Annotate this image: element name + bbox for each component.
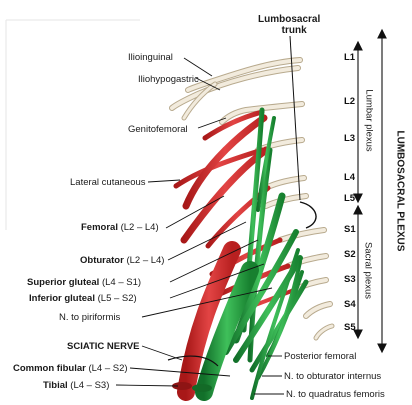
red-nerves [173, 109, 296, 401]
label-inferior-gluteal-name: Inferior gluteal [29, 293, 95, 304]
segment-l1: L1 [344, 52, 356, 63]
segment-s3: S3 [344, 274, 356, 285]
leader-sciatic [141, 345, 183, 361]
label-tibial-name: Tibial [43, 380, 68, 391]
label-obturator-internus: N. to obturator internus [284, 371, 382, 382]
label-inferior-gluteal: Inferior gluteal (L5 – S2) [29, 293, 137, 304]
green-s1-branch [223, 229, 299, 355]
leader-superior-gluteal [169, 239, 259, 283]
common-fibular-trunk [195, 261, 259, 401]
leader-obturator [167, 221, 247, 261]
label-iliohypogastric: Iliohypogastric [138, 74, 199, 85]
leader-inferior-gluteal [169, 263, 265, 299]
lumbosacral-trunk-pointer [289, 35, 301, 201]
lumbosacral-trunk-title-line2: trunk [281, 25, 307, 36]
lumbosacral-plexus-label: LUMBOSACRAL PLEXUS [394, 130, 406, 252]
label-obturator-name: Obturator [80, 255, 124, 266]
obturator-internus-nerve [256, 270, 304, 380]
leader-ilioinguinal [183, 57, 213, 77]
label-femoral: Femoral (L2 – L4) [81, 222, 159, 233]
segment-s5: S5 [344, 322, 356, 333]
label-quadratus-femoris: N. to quadratus femoris [286, 389, 385, 400]
leader-tibial [115, 384, 179, 387]
red-trunk-tibial [177, 241, 241, 401]
label-tibial: Tibial (L4 – S3) [43, 380, 109, 391]
label-piriformis: N. to piriformis [59, 312, 121, 323]
iliohypogastric-branch-fill [182, 82, 217, 120]
leader-iliohypogastric [195, 77, 221, 91]
lumbar-plexus-arrow [353, 40, 363, 204]
leader-femoral [165, 195, 225, 229]
segment-l2: L2 [344, 96, 356, 107]
leader-lines [115, 57, 284, 395]
fibular-cut-end [192, 384, 212, 392]
s1-root-fill [278, 228, 326, 242]
label-obturator: Obturator (L2 – L4) [80, 255, 164, 266]
segment-l5: L5 [344, 193, 356, 204]
s2-root-fill [286, 254, 328, 268]
label-tibial-roots: (L4 – S3) [67, 380, 110, 391]
segment-l4: L4 [344, 172, 356, 183]
femoral-nerve-upper [182, 114, 268, 210]
label-sciatic: SCIATIC NERVE [67, 341, 140, 352]
s4-root-fill [304, 302, 332, 318]
leader-piriformis [141, 287, 273, 318]
tibial-cut-end [172, 382, 192, 390]
quadratus-femoris-nerve [250, 248, 300, 400]
green-nerves [195, 107, 309, 401]
label-common-fibular: Common fibular (L4 – S2) [13, 363, 128, 374]
lumbar-plexus-label: Lumbar plexus [363, 89, 375, 152]
label-genitofemoral: Genitofemoral [128, 124, 188, 135]
segment-s2: S2 [344, 249, 356, 260]
l2-root-fill [220, 102, 304, 124]
lumbosacral-trunk-title-line1: Lumbosacral [258, 14, 321, 25]
lateral-cutaneous-nerve [173, 147, 265, 189]
label-superior-gluteal-roots: (L4 – S1) [99, 277, 142, 288]
leader-genitofemoral [197, 117, 227, 129]
sacral-plexus-arrow [353, 204, 363, 340]
ilioinguinal-nerve-fill [186, 58, 302, 92]
label-lateral-cutaneous: Lateral cutaneous [70, 177, 146, 188]
label-ilioinguinal: Ilioinguinal [128, 52, 173, 63]
sacral-plexus-label: Sacral plexus [362, 241, 374, 300]
segment-s4: S4 [344, 299, 356, 310]
label-superior-gluteal: Superior gluteal (L4 – S1) [27, 277, 141, 288]
label-posterior-femoral: Posterior femoral [284, 351, 357, 362]
leader-common-fibular [129, 367, 231, 377]
label-superior-gluteal-name: Superior gluteal [27, 277, 100, 288]
sciatic-bracket [167, 355, 219, 367]
lumbosacral-trunk-title: Lumbosacral trunk [258, 14, 320, 36]
label-femoral-roots: (L2 – L4) [117, 222, 159, 233]
green-s3-branch [249, 279, 309, 373]
lumbosacral-plexus-arrow [377, 28, 387, 354]
segment-s1: S1 [344, 224, 356, 235]
label-inferior-gluteal-roots: (L5 – S2) [94, 293, 137, 304]
lumbosacral-trunk-bracket [299, 201, 317, 229]
label-common-fibular-name: Common fibular [13, 363, 86, 374]
segment-l3: L3 [344, 133, 356, 144]
genitofemoral-nerve [202, 109, 265, 141]
leader-lateral-cutaneous [147, 179, 181, 183]
green-upper-strand [256, 116, 276, 212]
label-common-fibular-roots: (L4 – S2) [85, 363, 128, 374]
label-femoral-name: Femoral [81, 222, 118, 233]
s5-root-fill [314, 324, 334, 340]
label-obturator-roots: (L2 – L4) [123, 255, 165, 266]
